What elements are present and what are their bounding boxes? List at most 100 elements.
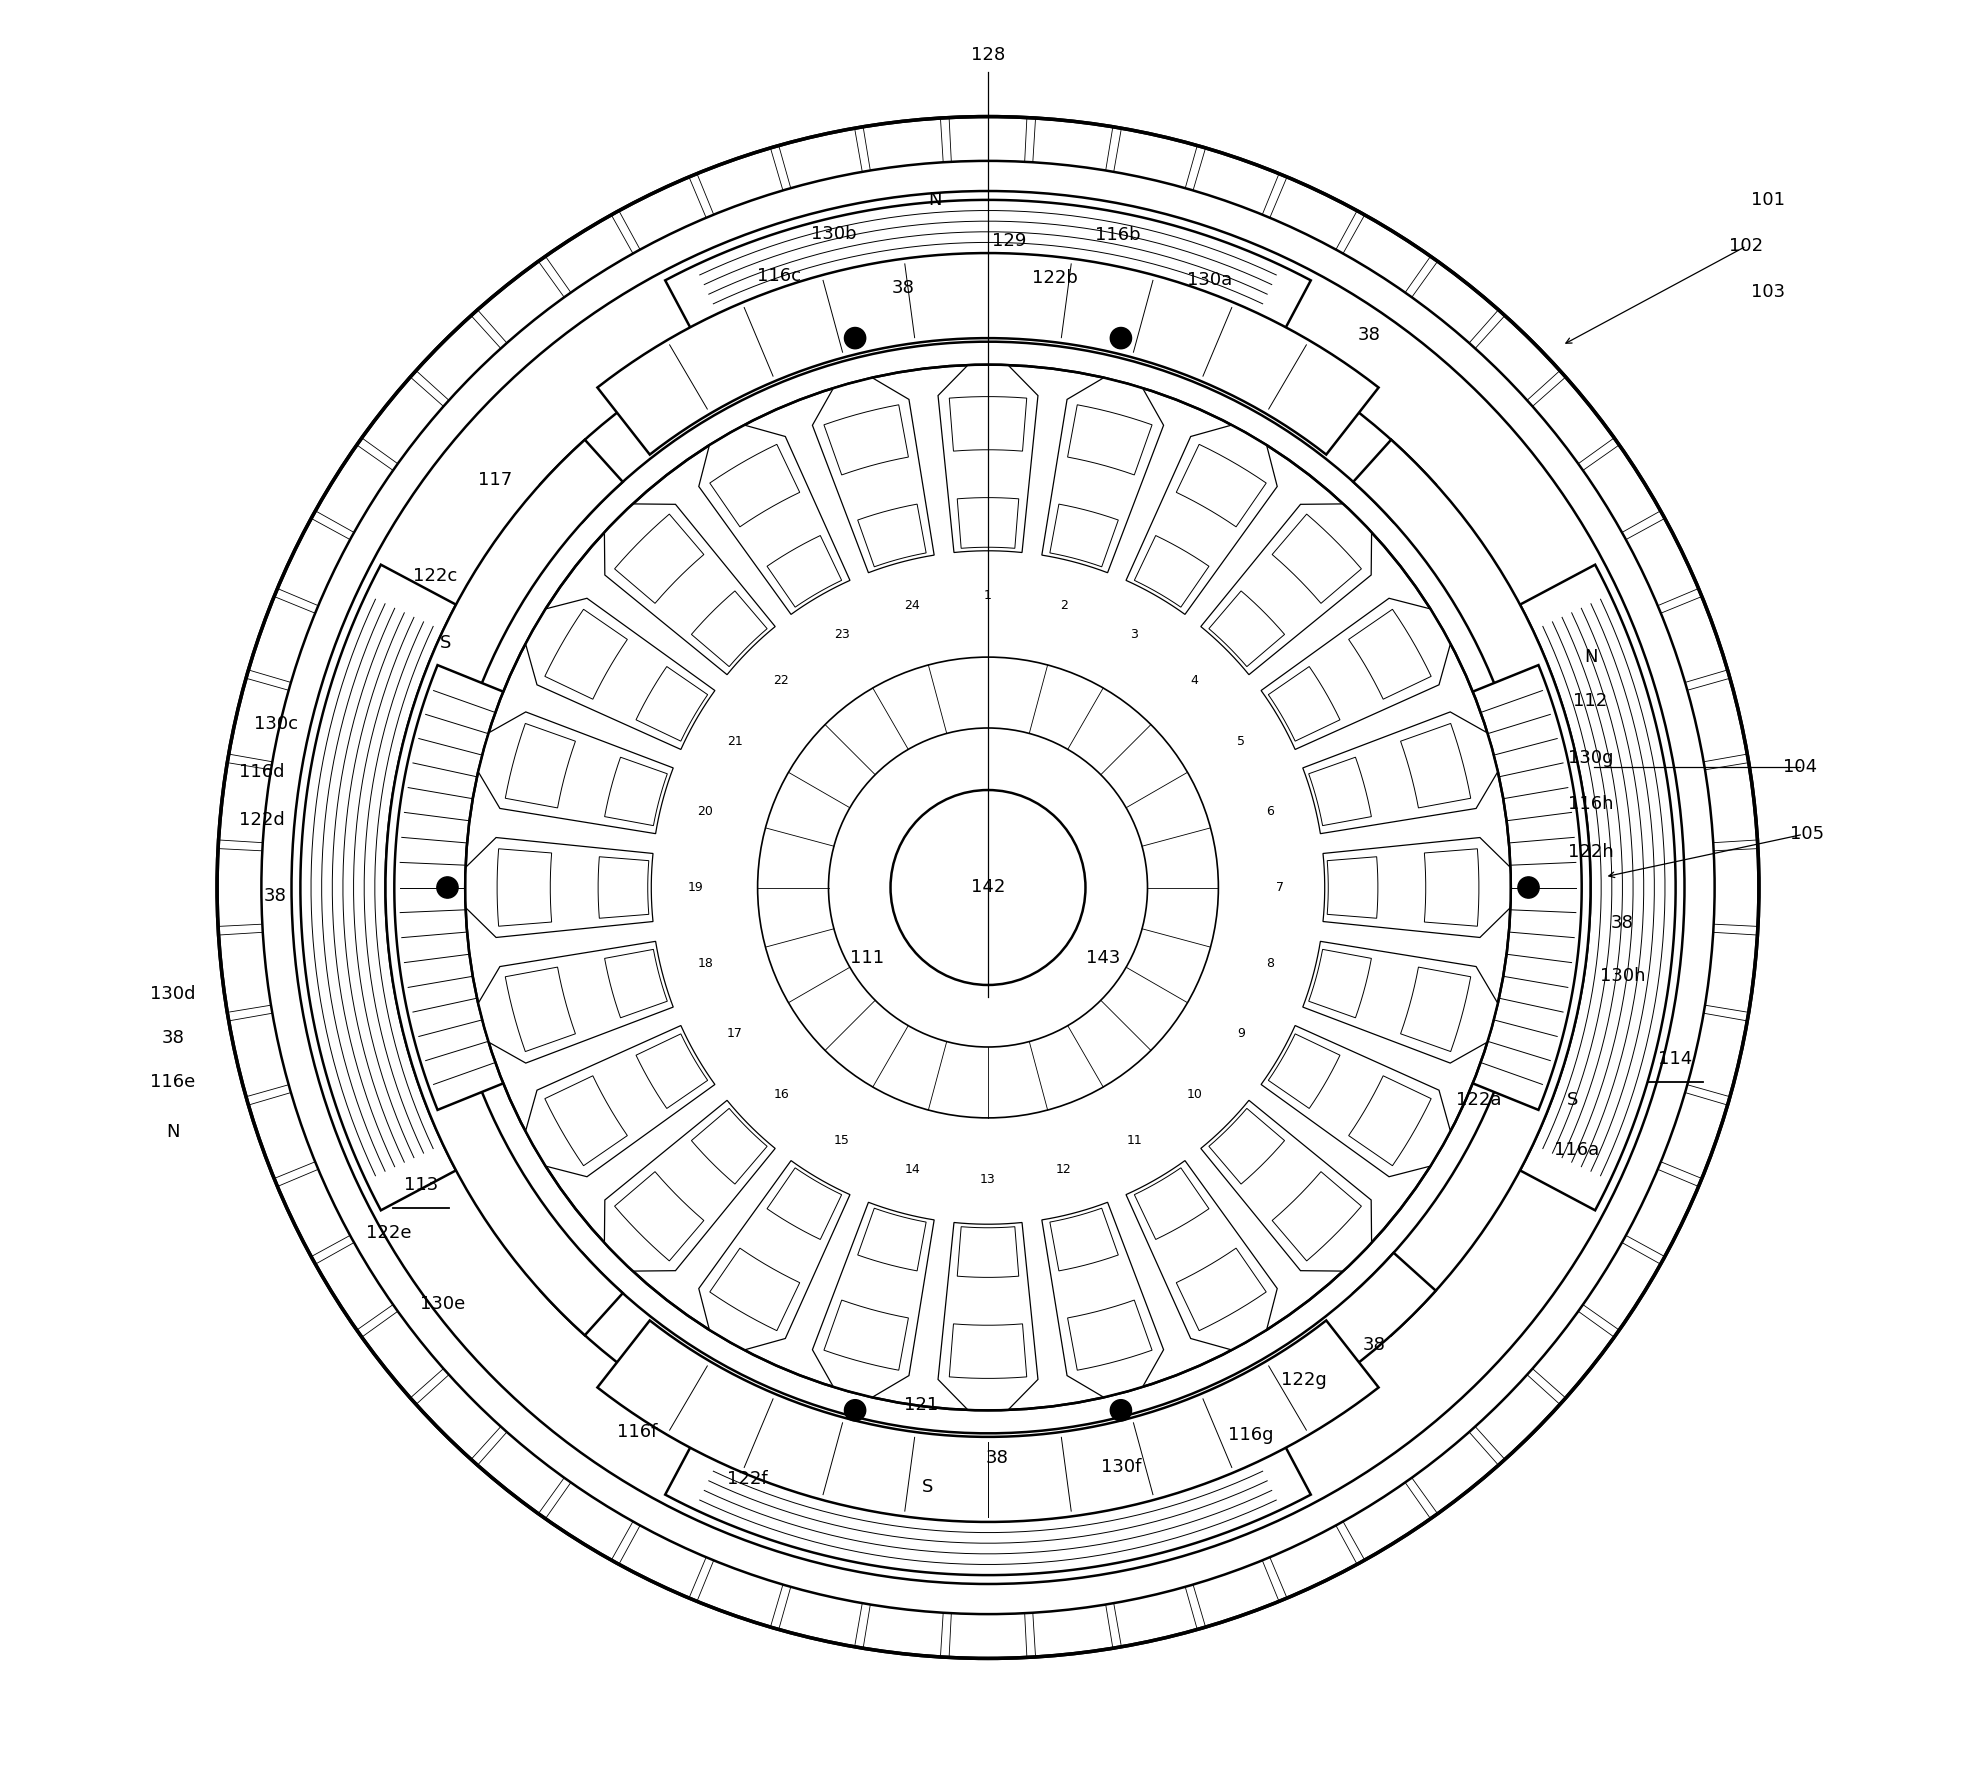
Polygon shape: [1134, 536, 1209, 607]
Polygon shape: [1324, 838, 1510, 937]
Text: 116e: 116e: [150, 1074, 196, 1092]
Text: 130a: 130a: [1188, 270, 1233, 289]
Text: 8: 8: [1267, 957, 1275, 969]
Text: 122e: 122e: [366, 1225, 411, 1242]
Polygon shape: [395, 666, 634, 1109]
Polygon shape: [1176, 444, 1267, 527]
Polygon shape: [1308, 950, 1371, 1017]
Polygon shape: [597, 254, 1379, 454]
Circle shape: [828, 728, 1148, 1047]
Polygon shape: [709, 1248, 800, 1331]
Polygon shape: [615, 1172, 703, 1260]
Text: S: S: [923, 1477, 933, 1496]
Polygon shape: [1350, 1076, 1431, 1166]
Text: 142: 142: [970, 879, 1006, 896]
Text: 105: 105: [1790, 825, 1824, 843]
Text: 38: 38: [891, 279, 915, 298]
Text: 101: 101: [1751, 192, 1784, 209]
Text: 1: 1: [984, 589, 992, 602]
Polygon shape: [939, 1223, 1037, 1409]
Text: 17: 17: [727, 1028, 743, 1040]
Polygon shape: [1067, 1299, 1152, 1370]
Text: 10: 10: [1188, 1088, 1203, 1100]
Text: 4: 4: [1192, 674, 1199, 687]
Polygon shape: [709, 444, 800, 527]
Polygon shape: [1049, 1209, 1118, 1271]
Text: 114: 114: [1658, 1051, 1693, 1069]
Polygon shape: [300, 564, 456, 1211]
Polygon shape: [385, 440, 622, 1335]
Text: 38: 38: [1363, 1337, 1385, 1354]
Circle shape: [757, 657, 1219, 1118]
Text: 121: 121: [903, 1395, 939, 1415]
Text: 2: 2: [1059, 598, 1067, 612]
Polygon shape: [812, 1202, 935, 1397]
Text: 14: 14: [905, 1163, 921, 1177]
Polygon shape: [824, 405, 909, 476]
Circle shape: [844, 327, 865, 348]
Polygon shape: [605, 1100, 775, 1271]
Text: 122b: 122b: [1031, 268, 1079, 288]
Polygon shape: [1261, 1026, 1450, 1177]
Circle shape: [292, 192, 1684, 1583]
Text: 3: 3: [1130, 628, 1138, 641]
Polygon shape: [858, 504, 927, 566]
Polygon shape: [605, 758, 668, 825]
Text: 23: 23: [834, 628, 850, 641]
Polygon shape: [599, 857, 648, 918]
Text: 38: 38: [986, 1448, 1008, 1468]
Polygon shape: [1342, 666, 1581, 1109]
Text: 128: 128: [970, 46, 1006, 64]
Polygon shape: [1261, 598, 1450, 749]
Text: N: N: [1585, 648, 1597, 666]
Polygon shape: [605, 504, 775, 674]
Text: 7: 7: [1276, 880, 1284, 895]
Text: 130b: 130b: [810, 225, 858, 243]
Polygon shape: [1201, 1100, 1371, 1271]
Polygon shape: [1273, 515, 1361, 604]
Polygon shape: [1209, 591, 1284, 667]
Polygon shape: [478, 941, 674, 1063]
Polygon shape: [692, 591, 767, 667]
Polygon shape: [1302, 712, 1498, 834]
Text: 104: 104: [1782, 758, 1816, 776]
Text: S: S: [1567, 1092, 1579, 1109]
Text: 116g: 116g: [1227, 1425, 1273, 1445]
Text: 116h: 116h: [1567, 795, 1612, 813]
Polygon shape: [636, 667, 707, 742]
Text: N: N: [929, 192, 943, 209]
Polygon shape: [1354, 440, 1591, 1335]
Text: 122h: 122h: [1567, 843, 1614, 861]
Polygon shape: [1520, 564, 1676, 1211]
Polygon shape: [1176, 1248, 1267, 1331]
Text: 21: 21: [727, 735, 743, 747]
Polygon shape: [1350, 609, 1431, 699]
Polygon shape: [1401, 724, 1470, 808]
Polygon shape: [700, 424, 850, 614]
Polygon shape: [1302, 941, 1498, 1063]
Text: 130h: 130h: [1601, 967, 1646, 985]
Text: 112: 112: [1573, 692, 1608, 710]
Polygon shape: [1425, 848, 1478, 927]
Polygon shape: [539, 286, 1437, 522]
Circle shape: [217, 117, 1759, 1658]
Text: 18: 18: [698, 957, 713, 969]
Text: 38: 38: [1610, 914, 1634, 932]
Text: 116c: 116c: [757, 266, 800, 286]
Polygon shape: [1401, 967, 1470, 1051]
Text: 122d: 122d: [239, 811, 285, 829]
Polygon shape: [1328, 857, 1377, 918]
Polygon shape: [666, 201, 1310, 355]
Polygon shape: [1269, 667, 1340, 742]
Polygon shape: [956, 1227, 1020, 1278]
Polygon shape: [948, 396, 1028, 451]
Polygon shape: [767, 536, 842, 607]
Text: 130d: 130d: [150, 985, 196, 1003]
Polygon shape: [539, 1253, 1437, 1489]
Text: S: S: [441, 634, 451, 651]
Text: 38: 38: [162, 1030, 184, 1047]
Text: 38: 38: [265, 888, 287, 905]
Text: 130c: 130c: [253, 715, 298, 733]
Polygon shape: [1041, 378, 1164, 573]
Polygon shape: [700, 1161, 850, 1351]
